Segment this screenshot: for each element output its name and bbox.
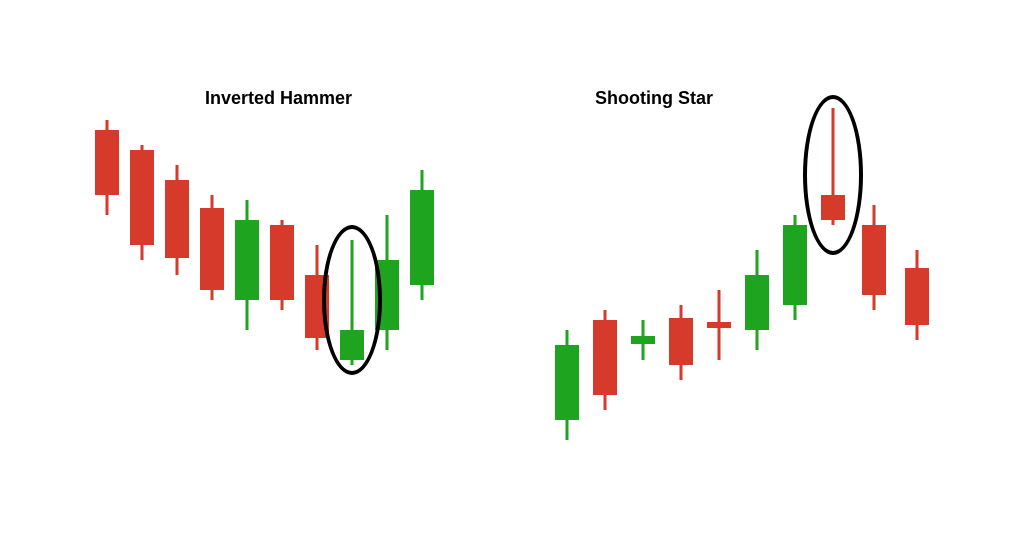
- candle-body: [631, 336, 655, 344]
- candle-body: [707, 322, 731, 328]
- diagram-canvas: Inverted Hammer Shooting Star: [0, 0, 1024, 548]
- candle-inverted-hammer-3: [200, 195, 224, 300]
- candle-body: [555, 345, 579, 420]
- candle-shooting-star-5: [745, 250, 769, 350]
- candle-inverted-hammer-0: [95, 120, 119, 215]
- candle-shooting-star-6: [783, 215, 807, 320]
- candle-body: [270, 225, 294, 300]
- candle-body: [745, 275, 769, 330]
- candle-shooting-star-9: [905, 250, 929, 340]
- candle-shooting-star-1: [593, 310, 617, 410]
- highlight-ellipse-shooting-star: [803, 95, 863, 255]
- chart-title-shooting-star: Shooting Star: [595, 88, 713, 109]
- candle-body: [410, 190, 434, 285]
- candle-body: [783, 225, 807, 305]
- candle-inverted-hammer-9: [410, 170, 434, 300]
- candle-shooting-star-3: [669, 305, 693, 380]
- candle-body: [130, 150, 154, 245]
- candle-body: [862, 225, 886, 295]
- candle-inverted-hammer-2: [165, 165, 189, 275]
- candle-shooting-star-8: [862, 205, 886, 310]
- candle-body: [593, 320, 617, 395]
- candle-body: [165, 180, 189, 258]
- candle-body: [200, 208, 224, 290]
- candle-shooting-star-0: [555, 330, 579, 440]
- candle-shooting-star-4: [707, 290, 731, 360]
- candle-shooting-star-2: [631, 320, 655, 360]
- highlight-ellipse-inverted-hammer: [322, 225, 382, 375]
- candle-inverted-hammer-4: [235, 200, 259, 330]
- candle-body: [669, 318, 693, 365]
- candle-body: [95, 130, 119, 195]
- candle-body: [905, 268, 929, 325]
- chart-title-inverted-hammer: Inverted Hammer: [205, 88, 352, 109]
- candle-inverted-hammer-5: [270, 220, 294, 310]
- candle-body: [235, 220, 259, 300]
- candle-inverted-hammer-1: [130, 145, 154, 260]
